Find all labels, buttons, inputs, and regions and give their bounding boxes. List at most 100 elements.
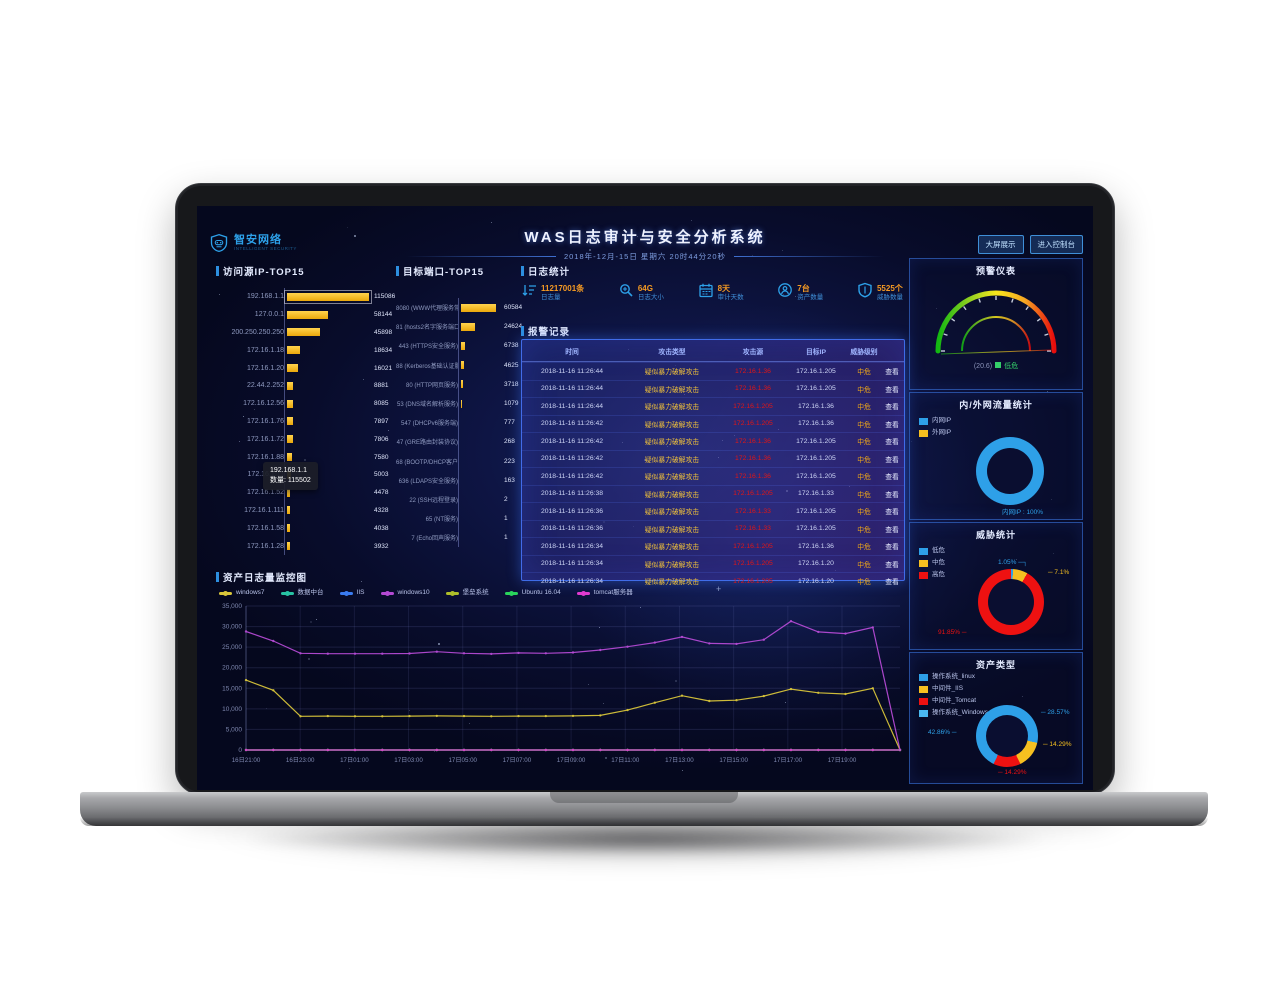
star <box>935 307 937 309</box>
legend-item[interactable]: 操作系统_Windows <box>919 707 988 719</box>
legend-item[interactable]: 高危 <box>919 569 945 581</box>
bar-row[interactable]: 200.250.250.250 45898 <box>216 323 395 342</box>
table-row[interactable]: 2018-11-16 11:26:34 疑似暴力破解攻击 172.16.1.205 1… <box>522 572 904 590</box>
table-row[interactable]: 2018-11-16 11:26:44 疑似暴力破解攻击 172.16.1.205 1… <box>522 397 904 415</box>
table-row[interactable]: 2018-11-16 11:26:42 疑似暴力破解攻击 172.16.1.36 17… <box>522 432 904 450</box>
asset-log-line-chart[interactable]: 0 5,000 10,000 15,000 20,000 25,000 30,000 35,0… <box>216 598 906 783</box>
threat-donut-chart[interactable] <box>978 569 1044 635</box>
svg-text:5,000: 5,000 <box>226 726 243 733</box>
bar-row[interactable]: 8080 (WWW代理服务常用端口协议) 60584 <box>396 298 522 318</box>
bar-row[interactable]: 172.16.1.72 7806 <box>216 430 395 449</box>
table-row[interactable]: 2018-11-16 11:26:36 疑似暴力破解攻击 172.16.1.33 17… <box>522 502 904 520</box>
bar-row[interactable]: 172.16.1.18 18634 <box>216 341 395 360</box>
bar-track <box>284 448 371 466</box>
risk-gauge <box>921 277 1071 366</box>
view-link[interactable]: 查看 <box>885 369 899 377</box>
legend-item[interactable]: tomcat服务器 <box>576 587 633 599</box>
fullscreen-button[interactable]: 大屏展示 <box>977 235 1024 254</box>
cell-target-ip: 172.16.1.36 <box>798 402 834 410</box>
bar-row[interactable]: 81 (hosts2名字服务端口) 24624 <box>396 317 522 337</box>
bar-row[interactable]: 172.16.1.28 3932 <box>216 537 395 555</box>
console-button[interactable]: 进入控制台 <box>1029 235 1083 254</box>
legend-item[interactable]: 内网IP <box>919 415 951 427</box>
stat-value: 64G <box>637 283 653 293</box>
view-link[interactable]: 查看 <box>885 561 899 569</box>
legend-item[interactable]: 数据中台 <box>280 587 324 599</box>
svg-text:25,000: 25,000 <box>222 644 242 651</box>
bar-row[interactable]: 172.16.1.20 16021 <box>216 359 395 377</box>
bar-row[interactable]: 172.16.1.52 4478 <box>216 483 395 502</box>
section-title-asset-logs: 资产日志量监控图 <box>216 570 307 584</box>
bar-row[interactable]: 172.16.1.88 7580 <box>216 448 395 466</box>
view-link[interactable]: 查看 <box>885 526 899 534</box>
view-link[interactable]: 查看 <box>885 456 899 464</box>
table-row[interactable]: 2018-11-16 11:26:42 疑似暴力破解攻击 172.16.1.36 17… <box>522 449 904 468</box>
legend-item[interactable]: windows10 <box>380 587 430 599</box>
star <box>690 219 692 221</box>
legend-item[interactable]: 低危 <box>919 545 945 557</box>
stat-value: 11217001条 <box>541 283 585 293</box>
view-link[interactable]: 查看 <box>885 544 899 552</box>
table-row[interactable]: 2018-11-16 11:26:38 疑似暴力破解攻击 172.16.1.205 1… <box>522 484 904 503</box>
bar-track <box>284 323 371 342</box>
cell-target-ip: 172.16.1.20 <box>798 577 834 585</box>
bar-row[interactable]: 47 (GRE路由封装协议) 268 <box>396 432 522 452</box>
legend-item[interactable]: IIS <box>339 587 365 599</box>
table-row[interactable]: 2018-11-16 11:26:34 疑似暴力破解攻击 172.16.1.205 1… <box>522 554 904 573</box>
table-row[interactable]: 2018-11-16 11:26:44 疑似暴力破解攻击 172.16.1.36 17… <box>522 379 904 398</box>
bar-row[interactable]: 172.16.1.58 4038 <box>216 519 395 538</box>
bar-row[interactable]: 636 (LDAPS安全服务) 163 <box>396 470 522 490</box>
view-link[interactable]: 查看 <box>885 509 899 517</box>
view-link[interactable]: 查看 <box>885 386 899 394</box>
bar-row[interactable]: 80 (HTTP网页服务) 3718 <box>396 374 522 394</box>
tooltip-ip: 192.168.1.1 <box>270 467 307 474</box>
bar-row[interactable]: 172.16.1.76 7897 <box>216 412 395 431</box>
view-link[interactable]: 查看 <box>885 579 899 587</box>
bar-row[interactable]: 7 (Echo回声服务) 1 <box>396 528 522 548</box>
legend-item[interactable]: 外网IP <box>919 427 951 439</box>
legend-item[interactable]: windows7 <box>219 587 265 599</box>
table-row[interactable]: 2018-11-16 11:26:34 疑似暴力破解攻击 172.16.1.205 1… <box>522 537 904 555</box>
title-tick <box>521 266 524 276</box>
log-stats-row: 11217001条 日志量 64G 日志大小 8天 审计天数 7台 资产数量 5525个 威胁数量 <box>521 282 903 303</box>
bar-track <box>284 412 371 431</box>
table-row[interactable]: 2018-11-16 11:26:42 疑似暴力破解攻击 172.16.1.36 17… <box>522 467 904 485</box>
bar-fill <box>287 453 292 462</box>
view-link[interactable]: 查看 <box>885 404 899 412</box>
view-link[interactable]: 查看 <box>885 421 899 429</box>
legend-item[interactable]: 堡垒系统 <box>445 587 489 599</box>
table-row[interactable]: 2018-11-16 11:26:36 疑似暴力破解攻击 172.16.1.33 17… <box>522 519 904 538</box>
bar-row[interactable]: 127.0.0.1 58144 <box>216 305 395 324</box>
section-title-text: 报警记录 <box>528 327 571 338</box>
view-link[interactable]: 查看 <box>885 474 899 482</box>
legend-item[interactable]: Ubuntu 16.04 <box>504 587 561 599</box>
bar-row[interactable]: 22.44.2.252 8881 <box>216 376 395 395</box>
view-link[interactable]: 查看 <box>885 439 899 447</box>
bar-row[interactable]: 68 (BOOTP/DHCP客户端) 223 <box>396 451 522 471</box>
flow-donut-chart[interactable] <box>976 437 1044 505</box>
assets-donut-chart[interactable] <box>976 705 1038 767</box>
bar-row[interactable]: 443 (HTTPS安全服务) 6738 <box>396 336 522 356</box>
legend-item[interactable]: 操作系统_linux <box>919 671 988 683</box>
table-row[interactable]: 2018-11-16 11:26:44 疑似暴力破解攻击 172.16.1.36 17… <box>522 362 904 380</box>
legend-marker <box>380 590 394 596</box>
threat-legend: 低危 中危 高危 <box>919 545 945 581</box>
table-row[interactable]: 2018-11-16 11:26:42 疑似暴力破解攻击 172.16.1.205 1… <box>522 414 904 433</box>
bar-row[interactable]: 172.16.12.56 8085 <box>216 394 395 413</box>
legend-swatch <box>919 685 928 693</box>
cell-threat-level: 中危 <box>857 386 871 394</box>
bar-row[interactable]: 65 (NT服务) 1 <box>396 509 522 529</box>
bar-row[interactable]: 53 (DNS域名解析服务) 1079 <box>396 393 522 414</box>
bar-row[interactable]: 22 (SSH远程登录) 2 <box>396 489 522 510</box>
bar-row[interactable]: 192.168.1.1 115086 <box>216 288 395 306</box>
legend-item[interactable]: 中危 <box>919 557 945 569</box>
bar-row[interactable]: 172.16.1.111 4328 <box>216 501 395 520</box>
legend-item[interactable]: 中间件_IIS <box>919 683 988 695</box>
bar-row[interactable]: 547 (DHCPv6服务端) 777 <box>396 413 522 433</box>
legend-item[interactable]: 中间件_Tomcat <box>919 695 988 707</box>
bar-fill <box>287 364 298 373</box>
cell-attack-type: 疑似暴力破解攻击 <box>644 439 700 447</box>
bar-row[interactable]: 88 (Kerberos基础认证服务) 4625 <box>396 355 522 375</box>
view-link[interactable]: 查看 <box>885 491 899 499</box>
star <box>362 379 364 381</box>
